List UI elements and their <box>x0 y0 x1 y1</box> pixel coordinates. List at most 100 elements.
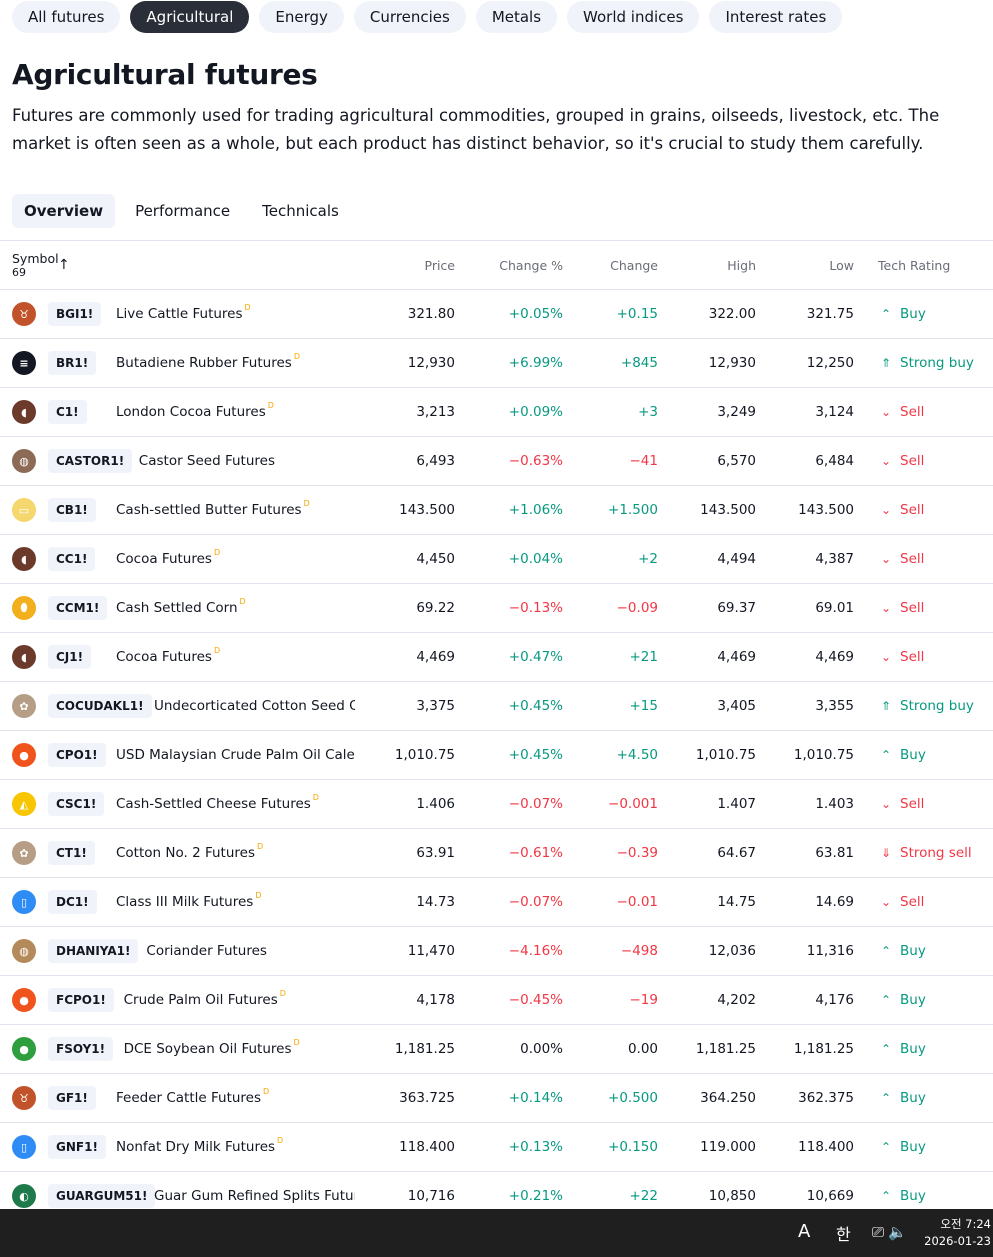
instrument-name[interactable]: Live Cattle Futures D <box>116 290 251 338</box>
instrument-name[interactable]: DCE Soybean Oil Futures D <box>124 1025 300 1073</box>
category-tab-world-indices[interactable]: World indices <box>567 1 700 33</box>
change-pct-cell: +1.06% <box>508 502 563 518</box>
instrument-name[interactable]: Cocoa Futures D <box>116 535 220 583</box>
instrument-name[interactable]: Feeder Cattle Futures D <box>116 1074 269 1122</box>
table-row[interactable]: ◍ CASTOR1! Castor Seed Futures 6,493 −0.63% −… <box>0 437 993 486</box>
table-row[interactable]: ● FCPO1! Crude Palm Oil Futures D 4,178 −0.45… <box>0 976 993 1025</box>
low-column-header[interactable]: Low <box>829 258 854 273</box>
instrument-name[interactable]: Guar Gum Refined Splits Futures <box>154 1172 355 1220</box>
instrument-name[interactable]: London Cocoa Futures D <box>116 388 274 436</box>
ime-mode-indicator[interactable]: A <box>798 1221 811 1242</box>
instrument-name[interactable]: Coriander Futures <box>146 927 267 975</box>
category-tab-all-futures[interactable]: All futures <box>12 1 121 33</box>
instrument-name[interactable]: Cotton No. 2 Futures D <box>116 829 263 877</box>
seed-icon: ◍ <box>12 939 36 963</box>
instrument-name[interactable]: USD Malaysian Crude Palm Oil Cale…D <box>116 731 355 779</box>
change-pct-column-header[interactable]: Change % <box>499 258 563 273</box>
table-row[interactable]: ● CPO1! USD Malaysian Crude Palm Oil Cale…… <box>0 731 993 780</box>
table-row[interactable]: ◖ CC1! Cocoa Futures D 4,450 +0.04% +2 4,494 4,3… <box>0 535 993 584</box>
table-row[interactable]: ▭ CB1! Cash-settled Butter Futures D 143.500… <box>0 486 993 535</box>
table-row[interactable]: ◖ C1! London Cocoa Futures D 3,213 +0.09% +3 3,… <box>0 388 993 437</box>
instrument-name[interactable]: Butadiene Rubber Futures D <box>116 339 300 387</box>
tech-rating-cell: ⌃ Buy <box>880 1123 926 1171</box>
instrument-name[interactable]: Cash Settled Corn D <box>116 584 246 632</box>
ticker-badge[interactable]: CC1! <box>48 547 96 571</box>
delayed-marker: D <box>279 988 286 998</box>
category-tab-agricultural[interactable]: Agricultural <box>130 1 250 33</box>
ticker-badge[interactable]: CJ1! <box>48 645 92 669</box>
table-row[interactable]: ▯ DC1! Class III Milk Futures D 14.73 −0.07% −… <box>0 878 993 927</box>
ticker-badge[interactable]: DC1! <box>48 890 97 914</box>
ticker-badge[interactable]: COCUDAKL1! <box>48 694 152 718</box>
instrument-name-text: Nonfat Dry Milk Futures <box>116 1139 276 1155</box>
sell-chevron-icon: ⌄ <box>880 454 892 468</box>
table-row[interactable]: ♉ GF1! Feeder Cattle Futures D 363.725 +0.14%… <box>0 1074 993 1123</box>
table-row[interactable]: ✿ CT1! Cotton No. 2 Futures D 63.91 −0.61% −0.… <box>0 829 993 878</box>
delayed-marker: D <box>293 1037 300 1047</box>
ticker-badge[interactable]: BR1! <box>48 351 97 375</box>
ticker-badge[interactable]: CT1! <box>48 841 95 865</box>
change-column-header[interactable]: Change <box>610 258 658 273</box>
ticker-badge[interactable]: BGI1! <box>48 302 102 326</box>
table-row[interactable]: ◖ CJ1! Cocoa Futures D 4,469 +0.47% +21 4,469 4,… <box>0 633 993 682</box>
volume-icon[interactable]: 🔈 <box>888 1223 907 1241</box>
price-column-header[interactable]: Price <box>424 258 456 273</box>
tech-rating-column-header[interactable]: Tech Rating <box>878 258 951 273</box>
instrument-name[interactable]: Cash-Settled Cheese Futures D <box>116 780 319 828</box>
price-cell: 363.725 <box>399 1090 455 1106</box>
view-tab-performance[interactable]: Performance <box>135 202 231 220</box>
ticker-badge[interactable]: FSOY1! <box>48 1037 114 1061</box>
high-column-header[interactable]: High <box>727 258 756 273</box>
tech-rating-label: Strong buy <box>900 355 974 371</box>
milk-icon: ▯ <box>12 890 36 914</box>
instrument-name[interactable]: Class III Milk Futures D <box>116 878 262 926</box>
table-row[interactable]: ◐ GUARGUM51! Guar Gum Refined Splits Futur… <box>0 1172 993 1221</box>
view-tab-technicals[interactable]: Technicals <box>262 202 339 220</box>
symbol-column-header[interactable]: Symbol 69 <box>12 241 102 290</box>
ticker-badge[interactable]: CASTOR1! <box>48 449 133 473</box>
instrument-name[interactable]: Undecorticated Cotton Seed Oi… <box>154 682 355 730</box>
table-row[interactable]: ◭ CSC1! Cash-Settled Cheese Futures D 1.406 −… <box>0 780 993 829</box>
ticker-badge[interactable]: GF1! <box>48 1086 96 1110</box>
delayed-marker: D <box>263 1086 270 1096</box>
instrument-name[interactable]: Nonfat Dry Milk Futures D <box>116 1123 283 1171</box>
table-row[interactable]: ≡ BR1! Butadiene Rubber Futures D 12,930 +6.9… <box>0 339 993 388</box>
table-row[interactable]: ♉ BGI1! Live Cattle Futures D 321.80 +0.05% +0… <box>0 290 993 339</box>
instrument-name[interactable]: Cocoa Futures D <box>116 633 220 681</box>
table-row[interactable]: ▯ GNF1! Nonfat Dry Milk Futures D 118.400 +0.… <box>0 1123 993 1172</box>
view-tab-overview[interactable]: Overview <box>12 194 116 228</box>
table-row[interactable]: ● FSOY1! DCE Soybean Oil Futures D 1,181.25 0… <box>0 1025 993 1074</box>
instrument-name[interactable]: Crude Palm Oil Futures D <box>124 976 286 1024</box>
ticker-badge[interactable]: C1! <box>48 400 87 424</box>
table-row[interactable]: ✿ COCUDAKL1! Undecorticated Cotton Seed Oi… <box>0 682 993 731</box>
price-cell: 4,178 <box>416 992 455 1008</box>
change-pct-cell: 0.00% <box>520 1041 563 1057</box>
ime-language-indicator[interactable]: 한 <box>836 1225 851 1244</box>
ticker-badge[interactable]: CCM1! <box>48 596 108 620</box>
category-tab-currencies[interactable]: Currencies <box>353 1 466 33</box>
ticker-badge[interactable]: FCPO1! <box>48 988 114 1012</box>
change-pct-cell: −0.07% <box>508 796 563 812</box>
change-cell: +0.150 <box>608 1139 658 1155</box>
clock[interactable]: 오전 7:24 2026-01-23 <box>924 1216 991 1250</box>
ticker-badge[interactable]: GUARGUM51! <box>48 1184 156 1208</box>
network-icon[interactable]: ⎚ <box>872 1223 885 1241</box>
ticker-badge[interactable]: CSC1! <box>48 792 105 816</box>
ticker-badge[interactable]: CB1! <box>48 498 96 522</box>
high-cell: 12,036 <box>708 943 756 959</box>
instrument-name[interactable]: Cash-settled Butter Futures D <box>116 486 310 534</box>
change-pct-cell: +0.09% <box>508 404 563 420</box>
instrument-name[interactable]: Castor Seed Futures <box>139 437 275 485</box>
sort-ascending-icon[interactable]: ↑ <box>58 257 70 273</box>
low-cell: 1,181.25 <box>793 1041 854 1057</box>
ticker-badge[interactable]: DHANIYA1! <box>48 939 139 963</box>
ticker-badge[interactable]: GNF1! <box>48 1135 106 1159</box>
change-cell: −0.001 <box>608 796 658 812</box>
table-row[interactable]: ⬮ CCM1! Cash Settled Corn D 69.22 −0.13% −0.09… <box>0 584 993 633</box>
category-tab-metals[interactable]: Metals <box>475 1 558 33</box>
change-pct-cell: +0.45% <box>508 698 563 714</box>
ticker-badge[interactable]: CPO1! <box>48 743 106 767</box>
category-tab-interest-rates[interactable]: Interest rates <box>709 1 843 33</box>
table-row[interactable]: ◍ DHANIYA1! Coriander Futures 11,470 −4.16% −… <box>0 927 993 976</box>
category-tab-energy[interactable]: Energy <box>259 1 344 33</box>
